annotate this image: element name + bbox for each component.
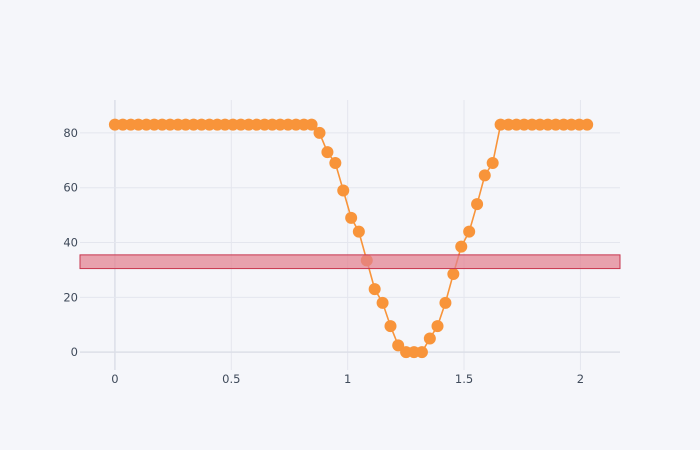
data-point: [478, 169, 491, 182]
data-point: [329, 157, 342, 170]
data-point: [305, 118, 318, 131]
data-point: [486, 157, 499, 170]
highlight-band: [79, 254, 621, 270]
series-layer: [108, 118, 594, 359]
x-tick-label: 1: [344, 372, 351, 386]
data-point: [431, 320, 444, 333]
y-tick-label: 40: [63, 236, 78, 250]
data-point: [368, 283, 381, 296]
y-tick-label: 80: [63, 126, 78, 140]
y-axis-ticks: 0 20 40 60 80: [63, 126, 78, 359]
data-point: [423, 332, 436, 345]
data-point: [439, 296, 452, 309]
data-point: [392, 339, 405, 352]
y-tick-label: 60: [63, 181, 78, 195]
x-tick-label: 0.5: [222, 372, 240, 386]
grid: [80, 100, 620, 370]
y-tick-label: 0: [71, 345, 78, 359]
y-tick-label: 20: [63, 290, 78, 304]
data-point: [581, 118, 594, 131]
data-point: [321, 146, 334, 159]
data-point: [415, 346, 428, 359]
x-axis-ticks: 0 0.5 1 1.5 2: [111, 372, 584, 386]
data-point: [463, 225, 476, 238]
x-tick-label: 2: [577, 372, 584, 386]
data-point: [345, 211, 358, 224]
data-point: [447, 268, 460, 281]
data-point: [471, 198, 484, 211]
data-point: [313, 126, 326, 139]
data-point: [384, 320, 397, 333]
data-point: [376, 296, 389, 309]
data-point: [352, 225, 365, 238]
x-tick-label: 0: [111, 372, 118, 386]
data-point: [337, 184, 350, 197]
x-tick-label: 1.5: [455, 372, 473, 386]
data-point: [455, 240, 468, 253]
band-layer: [79, 254, 621, 270]
